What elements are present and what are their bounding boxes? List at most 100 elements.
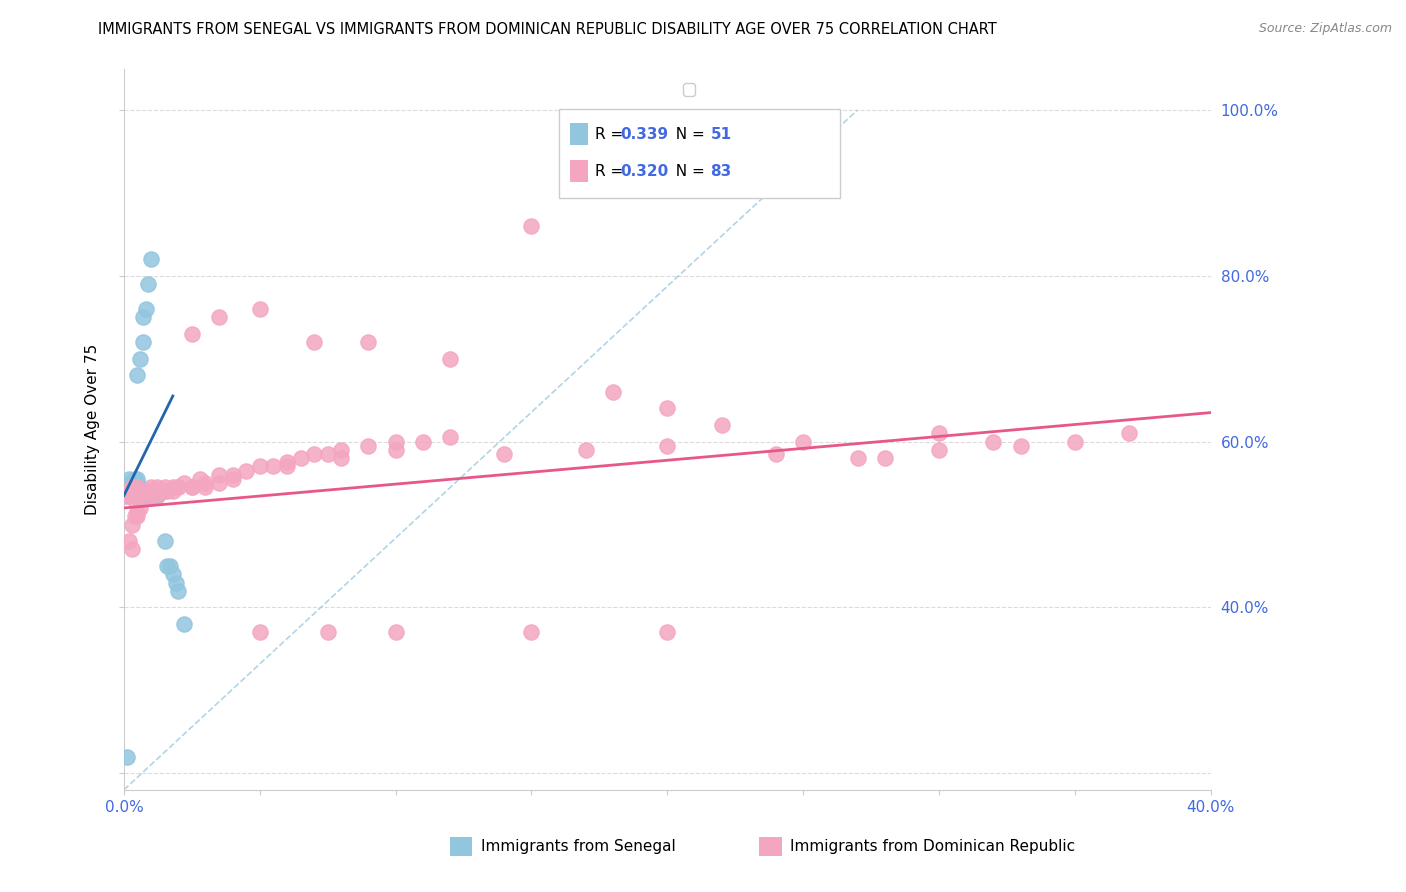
Point <box>710 417 733 432</box>
Point <box>384 625 406 640</box>
Point <box>167 583 190 598</box>
Point <box>118 484 141 499</box>
Point <box>249 625 271 640</box>
Point <box>115 484 138 499</box>
Point <box>139 480 162 494</box>
Point <box>173 476 195 491</box>
Point <box>118 534 141 549</box>
Point <box>439 430 461 444</box>
Point <box>135 484 157 499</box>
Point <box>316 625 339 640</box>
Point <box>132 484 155 499</box>
Point <box>330 442 353 457</box>
Point <box>167 480 190 494</box>
Point <box>162 480 184 494</box>
Point <box>127 480 149 494</box>
Point <box>124 472 146 486</box>
Point <box>208 467 231 482</box>
Point <box>384 434 406 449</box>
Point <box>1064 434 1087 449</box>
Point <box>520 219 543 233</box>
Text: 0.339: 0.339 <box>620 127 669 142</box>
Point <box>180 480 202 494</box>
Text: 0.320: 0.320 <box>620 164 669 179</box>
Point <box>127 476 149 491</box>
Point <box>139 489 162 503</box>
Point <box>235 464 257 478</box>
Point <box>129 351 152 366</box>
Point <box>153 480 176 494</box>
Point <box>150 484 173 499</box>
Point <box>127 472 149 486</box>
Point <box>121 480 143 494</box>
Point <box>194 480 217 494</box>
Point <box>330 451 353 466</box>
Point <box>124 476 146 491</box>
Point <box>121 542 143 557</box>
Point <box>127 368 149 383</box>
Point <box>928 442 950 457</box>
Point <box>276 459 298 474</box>
Point <box>159 559 181 574</box>
Point <box>142 484 165 499</box>
Point <box>167 480 190 494</box>
Point <box>148 484 170 499</box>
Point <box>139 252 162 267</box>
Text: N =: N = <box>665 164 709 179</box>
Point <box>1010 439 1032 453</box>
Point <box>121 480 143 494</box>
Point <box>127 509 149 524</box>
Point <box>121 517 143 532</box>
Text: 83: 83 <box>710 164 731 179</box>
Point <box>657 401 679 416</box>
Point <box>135 484 157 499</box>
Point <box>302 335 325 350</box>
Point <box>156 559 179 574</box>
Point <box>132 484 155 499</box>
Point <box>384 442 406 457</box>
Text: Immigrants from Dominican Republic: Immigrants from Dominican Republic <box>790 839 1076 854</box>
Point <box>127 505 149 519</box>
Point <box>115 489 138 503</box>
Point <box>316 447 339 461</box>
Point <box>520 625 543 640</box>
Legend:  <box>683 83 695 95</box>
Point <box>357 335 380 350</box>
Point <box>290 451 312 466</box>
Point <box>142 489 165 503</box>
Point <box>357 439 380 453</box>
Point <box>135 301 157 316</box>
Point <box>1118 426 1140 441</box>
Point <box>127 480 149 494</box>
Point <box>121 484 143 499</box>
Y-axis label: Disability Age Over 75: Disability Age Over 75 <box>86 343 100 515</box>
Point <box>124 480 146 494</box>
Point <box>602 384 624 399</box>
Point <box>145 489 167 503</box>
Point <box>135 489 157 503</box>
Point <box>276 455 298 469</box>
Point <box>180 326 202 341</box>
Text: N =: N = <box>665 127 709 142</box>
Point <box>657 625 679 640</box>
Point <box>173 617 195 632</box>
Point <box>153 484 176 499</box>
Point <box>145 480 167 494</box>
Point <box>121 477 143 491</box>
Point <box>162 484 184 499</box>
Point <box>249 459 271 474</box>
Point <box>494 447 516 461</box>
Point <box>575 442 598 457</box>
Point <box>138 484 160 499</box>
Point <box>180 480 202 494</box>
Point <box>138 489 160 503</box>
Point <box>928 426 950 441</box>
Point <box>302 447 325 461</box>
Point <box>221 467 243 482</box>
Text: Source: ZipAtlas.com: Source: ZipAtlas.com <box>1258 22 1392 36</box>
Point <box>138 277 160 291</box>
Point <box>846 451 869 466</box>
Point <box>124 484 146 499</box>
Point <box>118 484 141 499</box>
Point <box>129 480 152 494</box>
